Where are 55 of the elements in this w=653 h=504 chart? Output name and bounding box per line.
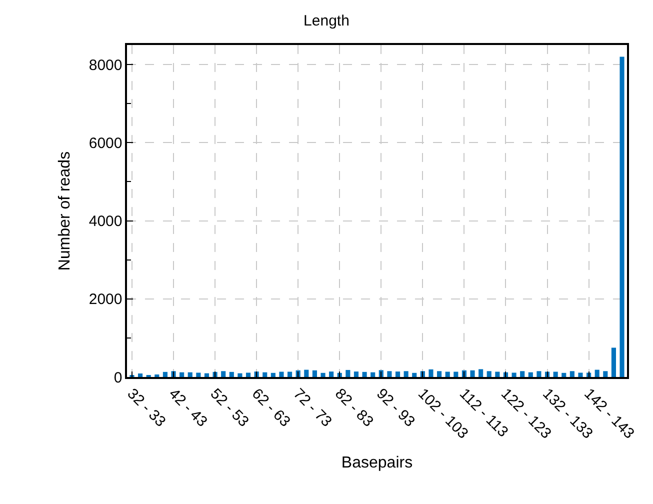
bar <box>246 372 251 377</box>
y-axis-title: Number of reads <box>56 151 74 271</box>
y-tick-label: 4000 <box>88 213 122 230</box>
bar <box>154 374 160 377</box>
bar <box>404 371 408 377</box>
chart-title: Length <box>304 12 350 30</box>
bar <box>495 372 500 377</box>
bar <box>329 372 334 377</box>
bar <box>162 372 168 377</box>
bar <box>536 371 542 377</box>
bar <box>553 372 558 377</box>
bar <box>370 372 376 377</box>
bar <box>454 372 458 377</box>
y-tick-label: 0 <box>114 369 122 386</box>
bar <box>188 372 192 377</box>
bar <box>478 369 484 377</box>
bar <box>620 56 624 377</box>
bar <box>603 371 608 377</box>
bar <box>304 370 309 377</box>
bar <box>445 372 450 377</box>
bar <box>221 371 226 377</box>
bar <box>611 348 616 377</box>
bar <box>279 372 284 377</box>
y-tick-label: 2000 <box>88 291 122 308</box>
bar <box>428 369 434 377</box>
bar <box>320 372 326 377</box>
bar <box>578 372 583 377</box>
bar <box>238 373 242 377</box>
bar <box>204 373 210 377</box>
bar <box>354 372 359 377</box>
bar <box>180 372 184 377</box>
bar <box>138 373 143 377</box>
y-tick-label: 6000 <box>88 134 122 152</box>
bar <box>387 371 392 377</box>
bar <box>512 372 516 377</box>
bar <box>362 372 367 377</box>
bar <box>520 371 525 377</box>
bar <box>229 372 234 377</box>
y-tick-label: 8000 <box>88 56 122 74</box>
bar <box>196 372 201 377</box>
bar <box>395 372 400 377</box>
bar <box>562 372 566 377</box>
bar <box>270 372 276 377</box>
bar <box>412 372 417 377</box>
bar <box>570 371 574 377</box>
bar <box>312 370 317 377</box>
bar <box>486 371 492 377</box>
bar <box>346 370 350 377</box>
bar <box>262 372 268 377</box>
bar <box>528 372 533 377</box>
x-axis-title: Basepairs <box>341 454 413 472</box>
bar <box>437 371 442 377</box>
bar <box>594 370 600 377</box>
bar <box>288 372 292 377</box>
bar <box>470 370 475 377</box>
